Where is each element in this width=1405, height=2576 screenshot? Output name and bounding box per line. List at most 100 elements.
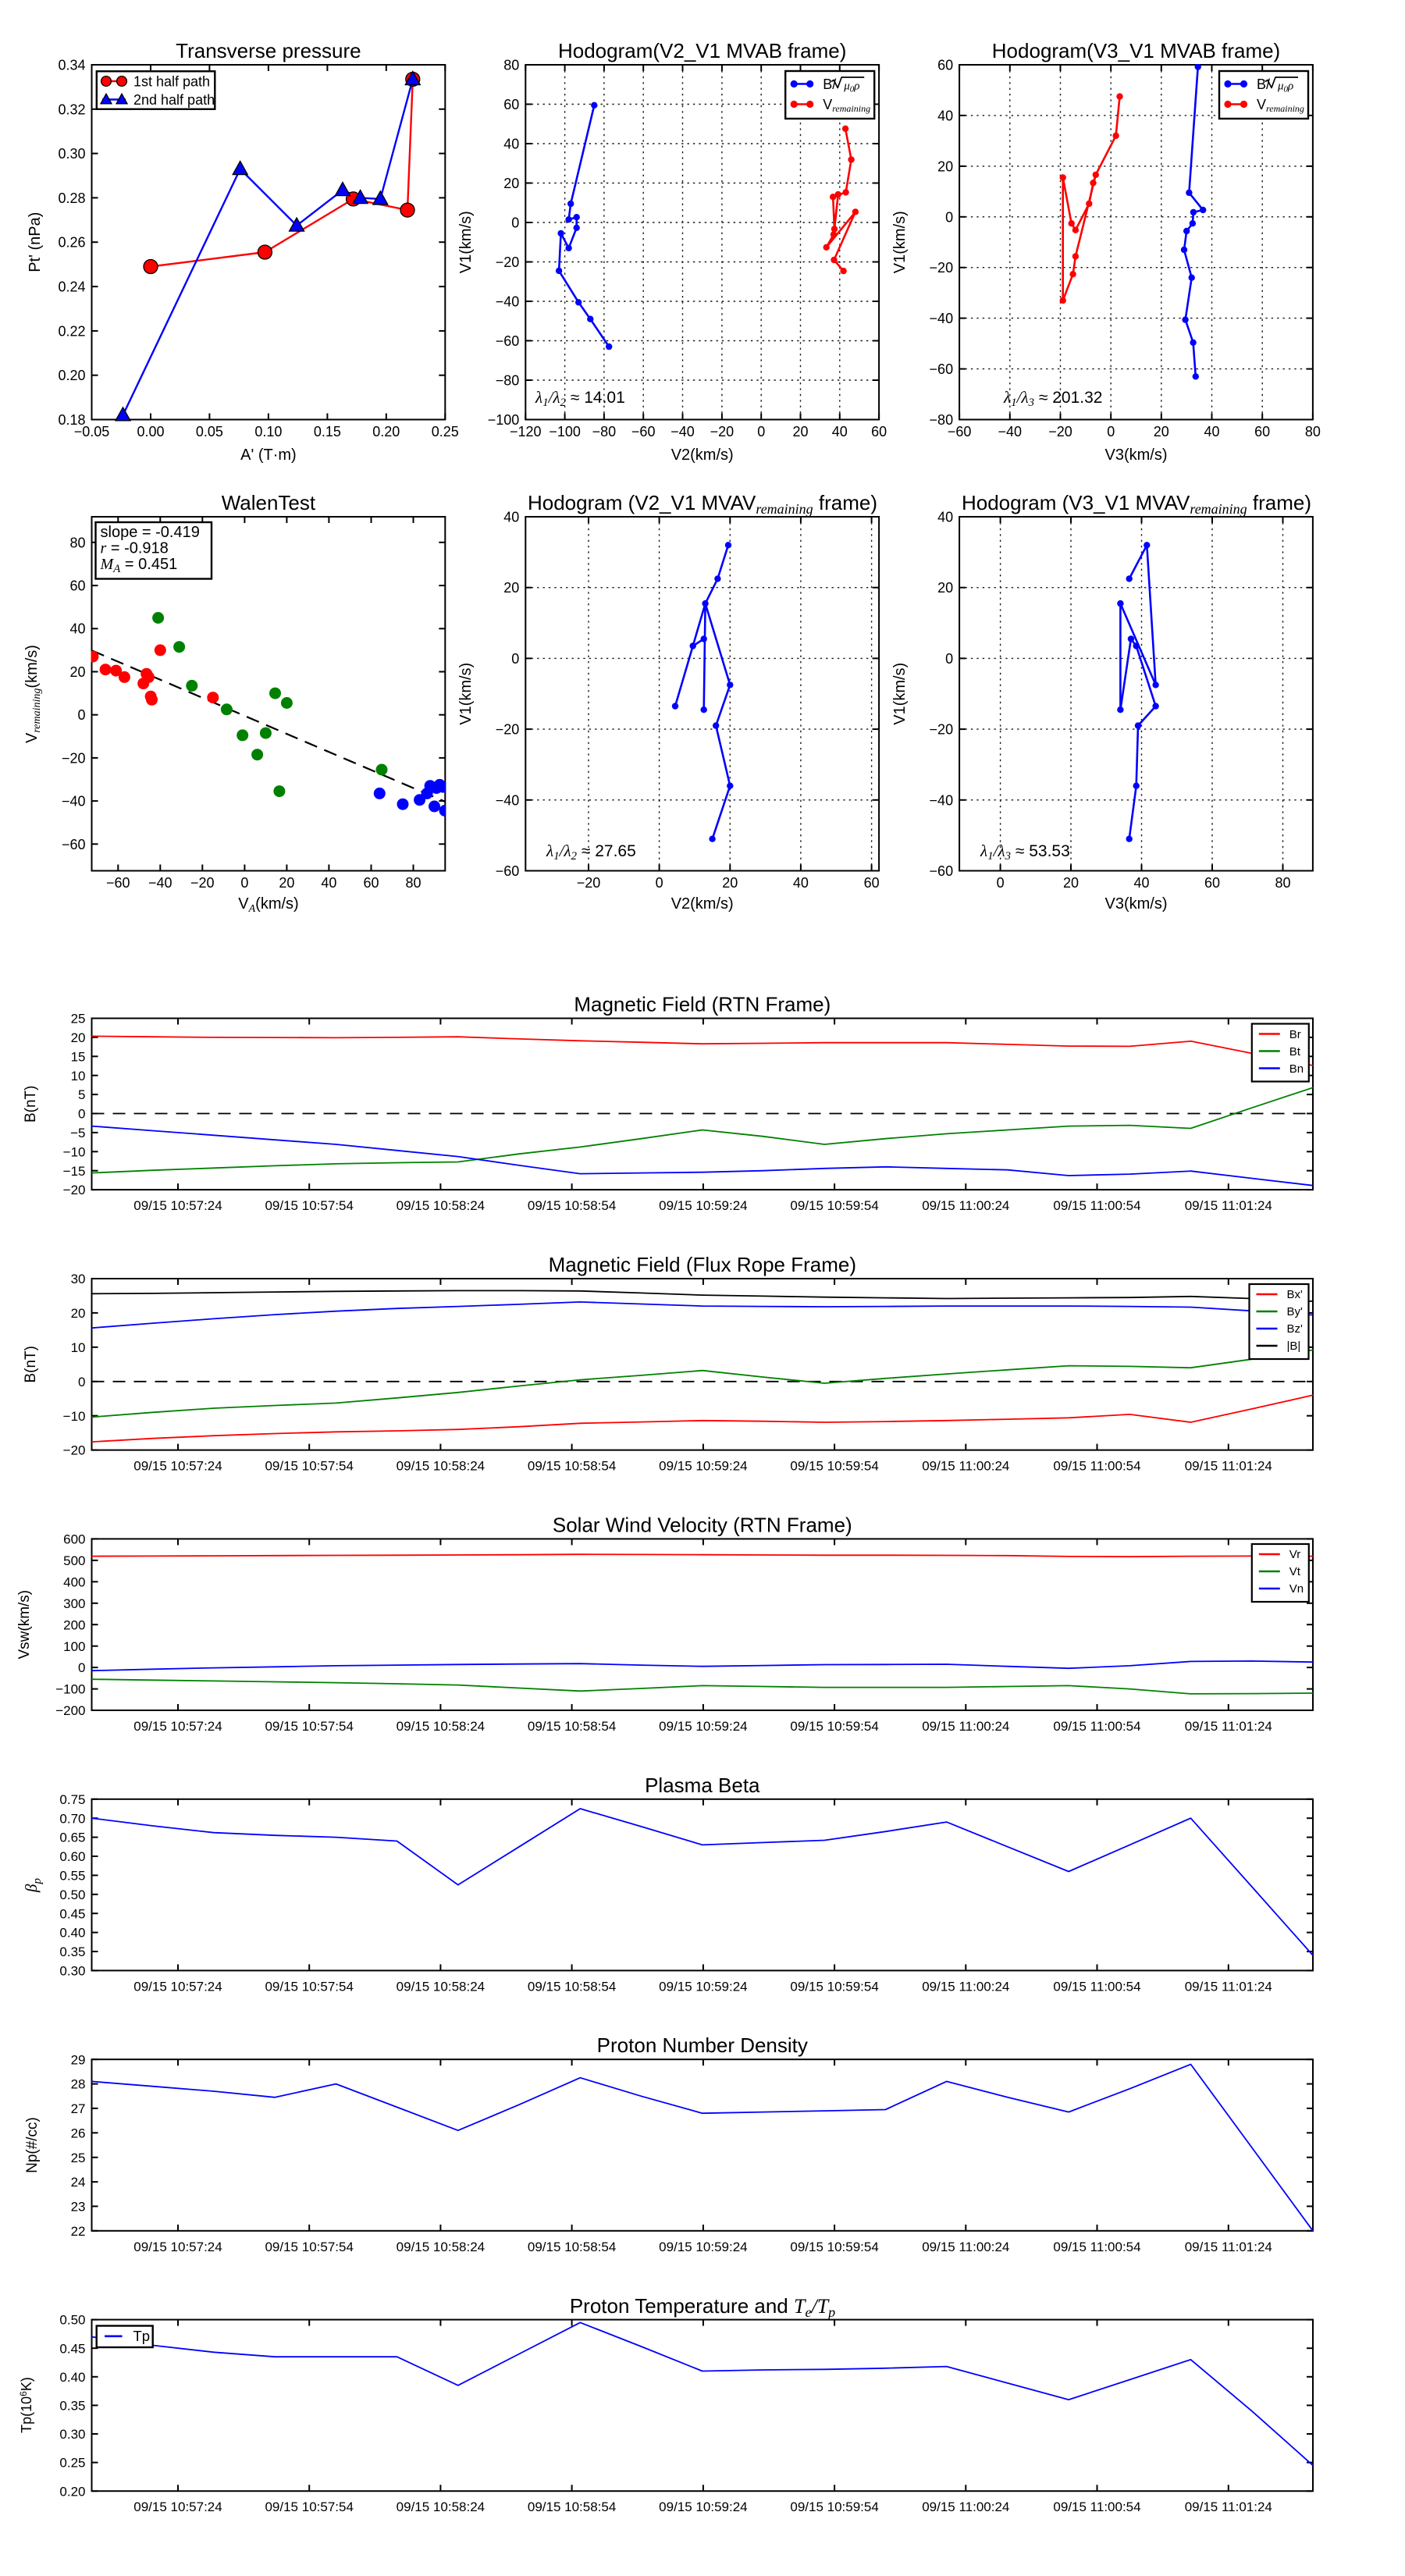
svg-text:09/15 11:00:54: 09/15 11:00:54 <box>1053 1979 1140 1994</box>
svg-text:0.35: 0.35 <box>59 1944 85 1959</box>
svg-text:09/15 11:01:24: 09/15 11:01:24 <box>1185 2500 1272 2514</box>
svg-text:slope = -0.419: slope = -0.419 <box>101 524 200 541</box>
svg-text:Solar Wind Velocity (RTN Frame: Solar Wind Velocity (RTN Frame) <box>553 1513 852 1536</box>
svg-text:09/15 10:59:24: 09/15 10:59:24 <box>659 2500 747 2514</box>
svg-text:40: 40 <box>937 108 953 123</box>
svg-text:Br: Br <box>1289 1028 1301 1041</box>
svg-text:Vsw(km/s): Vsw(km/s) <box>16 1590 33 1660</box>
svg-text:Hodogram (V3_V1 MVAVremaining: Hodogram (V3_V1 MVAVremaining frame) <box>962 491 1311 517</box>
svg-text:20: 20 <box>1063 875 1079 891</box>
svg-text:09/15 10:59:24: 09/15 10:59:24 <box>659 1459 747 1474</box>
svg-text:Pt' (nPa): Pt' (nPa) <box>27 212 44 272</box>
svg-text:09/15 10:58:54: 09/15 10:58:54 <box>528 1979 616 1994</box>
svg-text:−200: −200 <box>55 1703 85 1718</box>
svg-text:30: 30 <box>71 1272 86 1286</box>
svg-text:0.25: 0.25 <box>432 424 459 439</box>
svg-text:09/15 10:59:54: 09/15 10:59:54 <box>790 1719 878 1734</box>
svg-text:40: 40 <box>503 510 519 525</box>
svg-text:25: 25 <box>71 2151 86 2165</box>
svg-text:0.35: 0.35 <box>59 2399 85 2414</box>
svg-text:−60: −60 <box>62 837 86 852</box>
svg-text:09/15 10:59:54: 09/15 10:59:54 <box>790 1198 878 1213</box>
svg-text:0: 0 <box>78 1660 85 1675</box>
svg-text:09/15 10:57:24: 09/15 10:57:24 <box>133 2240 222 2254</box>
svg-text:−60: −60 <box>496 863 520 879</box>
svg-text:0: 0 <box>77 707 85 723</box>
svg-text:80: 80 <box>1305 424 1321 439</box>
svg-text:0.34: 0.34 <box>58 58 85 73</box>
svg-text:−40: −40 <box>496 792 520 808</box>
svg-text:−80: −80 <box>592 424 617 439</box>
svg-text:−20: −20 <box>63 1443 86 1458</box>
svg-text:80: 80 <box>69 535 85 550</box>
svg-text:−100: −100 <box>549 424 581 439</box>
svg-text:600: 600 <box>63 1532 85 1547</box>
svg-text:09/15 11:00:24: 09/15 11:00:24 <box>922 1198 1009 1213</box>
svg-text:09/15 10:58:54: 09/15 10:58:54 <box>528 2240 616 2254</box>
svg-text:−60: −60 <box>948 424 972 439</box>
svg-text:0: 0 <box>945 209 953 225</box>
svg-text:40: 40 <box>1204 424 1219 439</box>
svg-text:100: 100 <box>63 1639 85 1654</box>
svg-text:60: 60 <box>503 97 519 112</box>
svg-text:09/15 10:58:24: 09/15 10:58:24 <box>397 1719 485 1734</box>
svg-text:60: 60 <box>363 875 379 891</box>
svg-text:0.22: 0.22 <box>58 323 85 339</box>
svg-text:09/15 11:00:24: 09/15 11:00:24 <box>922 1719 1009 1734</box>
svg-text:0: 0 <box>945 651 953 667</box>
svg-text:40: 40 <box>937 510 953 525</box>
svg-text:−20: −20 <box>63 1183 86 1197</box>
svg-text:80: 80 <box>503 58 519 73</box>
svg-text:0.50: 0.50 <box>59 1888 85 1902</box>
svg-text:λ1/λ3 ≈ 53.53: λ1/λ3 ≈ 53.53 <box>980 841 1070 863</box>
svg-text:Proton Temperature and Te/Tp: Proton Temperature and Te/Tp <box>570 2294 835 2320</box>
svg-text:Bz': Bz' <box>1287 1322 1304 1336</box>
svg-text:V2(km/s): V2(km/s) <box>671 895 734 913</box>
svg-text:09/15 11:00:54: 09/15 11:00:54 <box>1053 2240 1140 2254</box>
svg-text:−20: −20 <box>710 424 735 439</box>
svg-text:B(nT): B(nT) <box>23 1086 39 1123</box>
svg-text:40: 40 <box>1133 875 1149 891</box>
svg-text:Bn: Bn <box>1289 1062 1304 1076</box>
svg-text:09/15 10:57:24: 09/15 10:57:24 <box>133 2500 222 2514</box>
svg-text:0.60: 0.60 <box>59 1849 85 1864</box>
svg-text:By': By' <box>1287 1305 1304 1318</box>
svg-text:80: 80 <box>1275 875 1290 891</box>
svg-text:−5: −5 <box>70 1126 85 1140</box>
svg-text:60: 60 <box>1254 424 1270 439</box>
svg-text:09/15 10:58:24: 09/15 10:58:24 <box>397 2500 485 2514</box>
svg-text:60: 60 <box>1204 875 1220 891</box>
svg-text:80: 80 <box>405 875 421 891</box>
svg-text:−60: −60 <box>496 333 520 349</box>
svg-text:B/: B/ <box>823 76 836 92</box>
svg-text:0.20: 0.20 <box>372 424 400 439</box>
svg-text:40: 40 <box>503 137 519 152</box>
svg-text:Vt: Vt <box>1289 1565 1301 1578</box>
svg-text:V1(km/s): V1(km/s) <box>457 663 475 725</box>
svg-text:40: 40 <box>832 424 848 439</box>
svg-text:0.30: 0.30 <box>59 1964 85 1979</box>
svg-text:0.26: 0.26 <box>58 235 85 251</box>
svg-text:−40: −40 <box>998 424 1023 439</box>
svg-text:−40: −40 <box>930 792 954 808</box>
svg-text:−40: −40 <box>148 875 173 891</box>
svg-text:09/15 10:57:54: 09/15 10:57:54 <box>265 2500 353 2514</box>
svg-text:Magnetic Field (RTN Frame): Magnetic Field (RTN Frame) <box>574 993 831 1016</box>
svg-text:0: 0 <box>757 424 765 439</box>
svg-text:0.45: 0.45 <box>59 1906 85 1921</box>
svg-text:09/15 11:00:24: 09/15 11:00:24 <box>922 2240 1009 2254</box>
svg-text:40: 40 <box>69 621 85 637</box>
svg-text:09/15 10:58:54: 09/15 10:58:54 <box>528 1719 616 1734</box>
svg-text:−20: −20 <box>1048 424 1072 439</box>
svg-text:300: 300 <box>63 1596 85 1611</box>
svg-text:0.10: 0.10 <box>254 424 282 439</box>
svg-text:−40: −40 <box>930 311 954 326</box>
svg-text:0.20: 0.20 <box>59 2484 85 2499</box>
svg-text:|B|: |B| <box>1287 1340 1301 1353</box>
svg-text:60: 60 <box>864 875 880 891</box>
svg-text:09/15 10:58:54: 09/15 10:58:54 <box>528 1459 616 1474</box>
svg-text:27: 27 <box>71 2101 86 2116</box>
svg-text:B(nT): B(nT) <box>23 1346 39 1383</box>
svg-text:V1(km/s): V1(km/s) <box>457 211 475 273</box>
svg-text:09/15 11:00:54: 09/15 11:00:54 <box>1053 1198 1140 1213</box>
